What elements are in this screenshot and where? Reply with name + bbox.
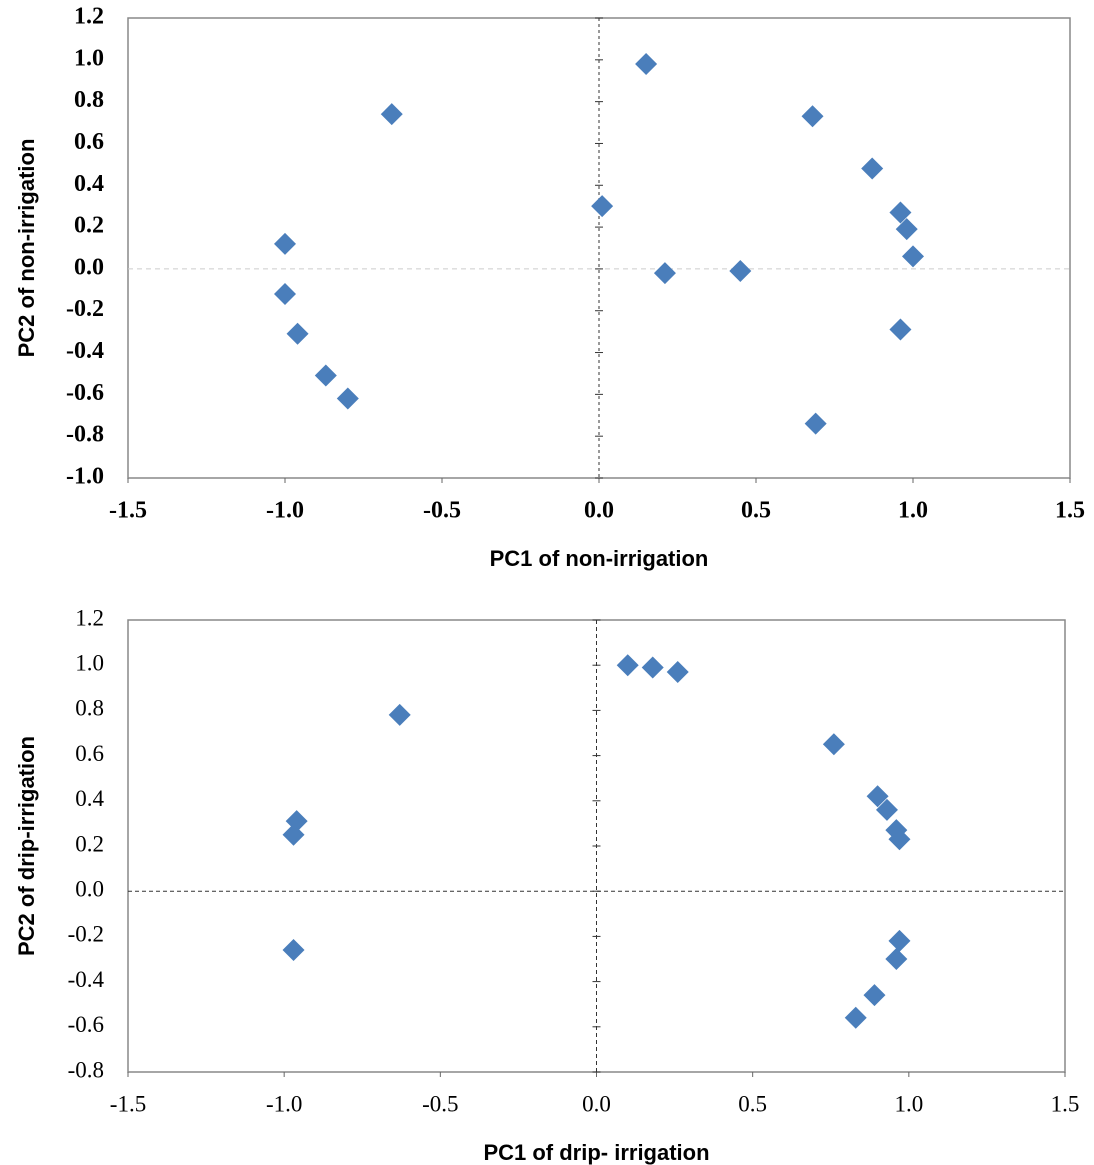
- point: [380, 103, 403, 126]
- y-tick-label: -0.6: [68, 1012, 104, 1037]
- x-tick-label: -1.0: [266, 1091, 302, 1116]
- point: [863, 984, 886, 1007]
- y-tick-label: 0.4: [74, 171, 104, 197]
- point: [591, 195, 614, 218]
- point: [274, 232, 296, 255]
- y-tick-label: 0.0: [75, 876, 104, 901]
- x-tick-label: -1.5: [110, 1091, 146, 1116]
- point: [889, 318, 912, 341]
- point: [282, 823, 305, 846]
- point: [666, 660, 689, 683]
- x-tick-label: 1.0: [894, 1091, 923, 1116]
- point: [314, 364, 337, 387]
- point: [888, 929, 911, 952]
- y-tick-label: 1.2: [74, 4, 104, 30]
- x-tick-label: 0.5: [738, 1091, 767, 1116]
- y-tick-label: -0.4: [68, 967, 105, 992]
- x-axis-title: PC1 of drip- irrigation: [483, 1140, 709, 1165]
- y-tick-label: 0.2: [75, 831, 104, 856]
- y-tick-label: 0.0: [74, 254, 104, 280]
- x-tick-label: 1.5: [1055, 498, 1085, 524]
- y-tick-label: 0.8: [74, 87, 104, 113]
- x-tick-label: 0.5: [741, 498, 771, 524]
- point: [653, 262, 676, 285]
- point: [844, 1006, 867, 1029]
- point: [866, 785, 889, 808]
- y-tick-label: -1.0: [66, 464, 104, 490]
- point: [388, 703, 411, 726]
- point: [861, 157, 884, 180]
- point: [895, 218, 918, 241]
- point: [286, 322, 309, 345]
- x-tick-label: -0.5: [422, 1091, 458, 1116]
- point: [801, 105, 824, 128]
- y-tick-label: 0.2: [74, 213, 104, 239]
- chart: -1.5 -1.0 -0.5 0.0 0.5 1.0 1.5-1.0-0.8-0.6-0.4…: [14, 4, 1085, 571]
- chart: -1.5 -1.0 -0.5 0.0 0.5 1.0 1.5 -0.8 -0.6 -0.4 -0.2…: [14, 605, 1080, 1165]
- point: [616, 654, 639, 677]
- point: [282, 938, 305, 961]
- x-tick-label: 0.0: [582, 1091, 611, 1116]
- y-tick-label: 0.6: [74, 129, 104, 155]
- point: [902, 245, 924, 268]
- point: [641, 656, 664, 679]
- y-tick-label: 1.0: [74, 45, 104, 71]
- y-tick-label: 0.4: [75, 786, 104, 811]
- point: [822, 733, 845, 756]
- y-axis-title: PC2 of non-irrigation: [14, 139, 39, 358]
- y-tick-label: 1.0: [75, 650, 104, 675]
- y-tick-label: -0.2: [68, 922, 104, 947]
- point: [336, 387, 359, 410]
- y-tick-label: 0.6: [75, 741, 104, 766]
- point: [885, 948, 908, 970]
- x-tick-label: -0.5: [423, 498, 461, 524]
- point: [729, 260, 752, 282]
- point: [274, 283, 296, 305]
- y-tick-label: -0.6: [66, 380, 104, 406]
- point: [635, 53, 658, 75]
- y-tick-label: -0.8: [66, 422, 104, 448]
- y-axis-title: PC2 of drip-irrigation: [14, 736, 39, 956]
- y-tick-label: -0.2: [66, 296, 104, 322]
- point: [804, 412, 827, 435]
- y-tick-label: -0.8: [68, 1057, 104, 1082]
- y-tick-label: -0.4: [66, 338, 104, 364]
- point: [875, 798, 898, 821]
- x-tick-label: 1.0: [898, 498, 928, 524]
- point: [889, 201, 912, 224]
- x-tick-label: -1.5: [109, 498, 147, 524]
- x-axis-title: PC1 of non-irrigation: [490, 546, 709, 571]
- x-tick-label: 1.5: [1051, 1091, 1080, 1116]
- point: [888, 828, 911, 851]
- x-tick-label: 0.0: [584, 498, 614, 524]
- y-tick-label: 1.2: [75, 605, 104, 630]
- y-tick-label: 0.8: [75, 696, 104, 721]
- x-tick-label: -1.0: [266, 498, 304, 524]
